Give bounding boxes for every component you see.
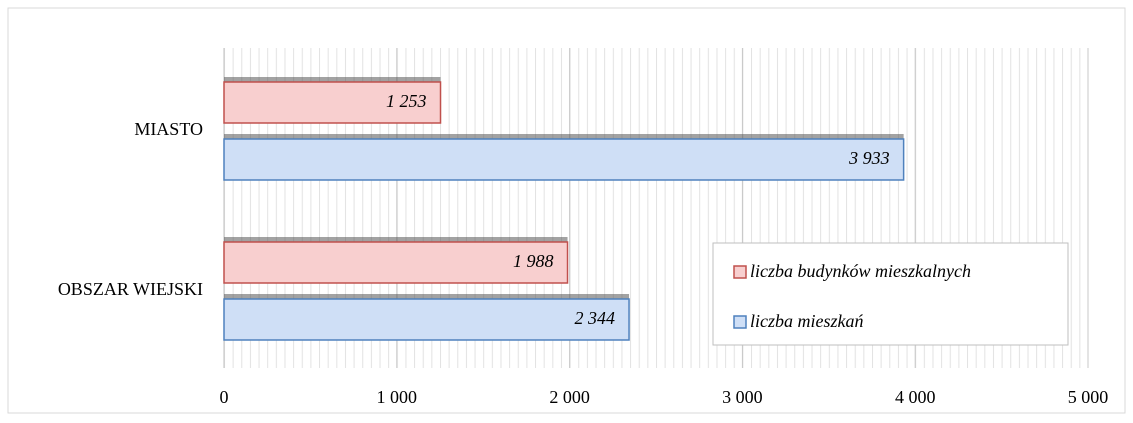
legend-swatch: [733, 265, 747, 279]
value-label: 3 933: [848, 148, 890, 168]
legend-label: liczba budynków mieszkalnych: [750, 261, 971, 281]
x-tick-label: 3 000: [722, 387, 763, 407]
bar-shadow: [224, 134, 904, 139]
x-tick-label: 0: [220, 387, 229, 407]
bar: [223, 81, 442, 124]
x-tick-label: 1 000: [377, 387, 418, 407]
x-tick-label: 5 000: [1068, 387, 1109, 407]
bar-shadow: [224, 77, 441, 82]
chart-frame: [7, 7, 1126, 414]
value-label: 1 988: [513, 251, 554, 271]
category-label: MIASTO: [134, 119, 203, 139]
category-label: OBSZAR WIEJSKI: [58, 279, 203, 299]
x-tick-label: 4 000: [895, 387, 936, 407]
value-label: 2 344: [575, 308, 616, 328]
bar: [223, 241, 569, 284]
bar: [223, 298, 630, 341]
legend-swatch: [733, 315, 747, 329]
legend-box: [712, 242, 1069, 346]
bar: [223, 138, 905, 181]
bar-shadow: [224, 294, 630, 299]
legend-label: liczba mieszkań: [750, 311, 863, 331]
x-tick-label: 2 000: [549, 387, 590, 407]
bar-shadow: [224, 237, 568, 242]
value-label: 1 253: [386, 91, 427, 111]
